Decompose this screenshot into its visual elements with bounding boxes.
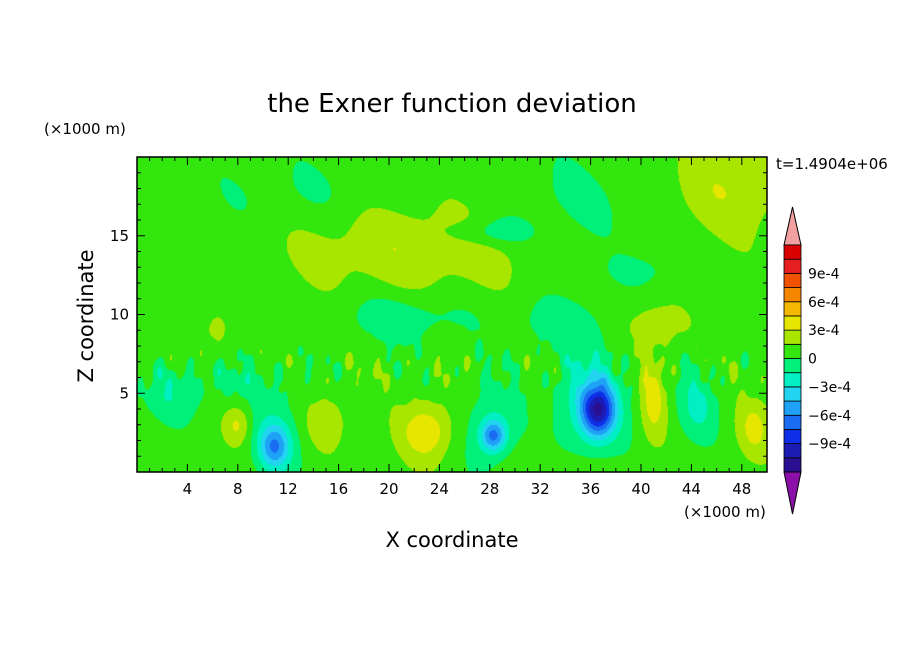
y-axis-label: Z coordinate (74, 249, 98, 382)
colorbar: 9e-4 6e-4 3e-4 0 −3e-4 −6e-4 −9e-4 (783, 206, 851, 515)
x-tick-label: 4 (183, 480, 193, 498)
colorbar-band (783, 258, 802, 274)
colorbar-band (783, 244, 802, 260)
colorbar-band (783, 372, 802, 388)
x-tick-label: 44 (682, 480, 701, 498)
colorbar-label: 0 (808, 352, 817, 368)
colorbar-over-triangle (783, 206, 802, 246)
colorbar-band (783, 343, 802, 359)
colorbar-band (783, 386, 802, 402)
colorbar-band (783, 443, 802, 459)
colorbar-label: 3e-4 (808, 323, 840, 339)
x-tick-label: 48 (732, 480, 751, 498)
x-tick-label: 24 (430, 480, 449, 498)
colorbar-under-triangle (783, 471, 802, 515)
x-ticks: 4 8 12 16 20 24 28 32 36 40 44 48 (149, 157, 755, 498)
colorbar-band (783, 400, 802, 416)
y-ticks: 5 10 15 (110, 172, 767, 457)
x-tick-label: 40 (631, 480, 650, 498)
colorbar-label: −3e-4 (808, 380, 851, 396)
x-tick-label: 28 (480, 480, 499, 498)
colorbar-band (783, 429, 802, 445)
x-tick-label: 16 (329, 480, 348, 498)
x-tick-label: 32 (531, 480, 550, 498)
y-tick-label: 5 (119, 384, 129, 402)
x-tick-label: 36 (581, 480, 600, 498)
colorbar-band (783, 315, 802, 331)
colorbar-label: 6e-4 (808, 295, 840, 311)
chart-title: the Exner function deviation (267, 89, 637, 119)
colorbar-band (783, 414, 802, 430)
colorbar-band (783, 457, 802, 473)
colorbar-label: −6e-4 (808, 408, 851, 424)
y-unit-label: (×1000 m) (44, 120, 126, 138)
colorbar-band (783, 301, 802, 317)
colorbar-band (783, 272, 802, 288)
colorbar-label: −9e-4 (808, 437, 851, 453)
field-contours (137, 157, 767, 472)
x-tick-label: 8 (233, 480, 243, 498)
x-tick-label: 12 (279, 480, 298, 498)
time-label: t=1.4904e+06 (776, 155, 888, 173)
colorbar-band (783, 287, 802, 303)
x-tick-label: 20 (379, 480, 398, 498)
x-axis-label: X coordinate (385, 528, 518, 552)
y-tick-label: 10 (110, 306, 129, 324)
x-unit-label: (×1000 m) (684, 503, 766, 521)
colorbar-label: 9e-4 (808, 266, 840, 282)
colorbar-band (783, 329, 802, 345)
y-tick-label: 15 (110, 227, 129, 245)
colorbar-band (783, 358, 802, 374)
